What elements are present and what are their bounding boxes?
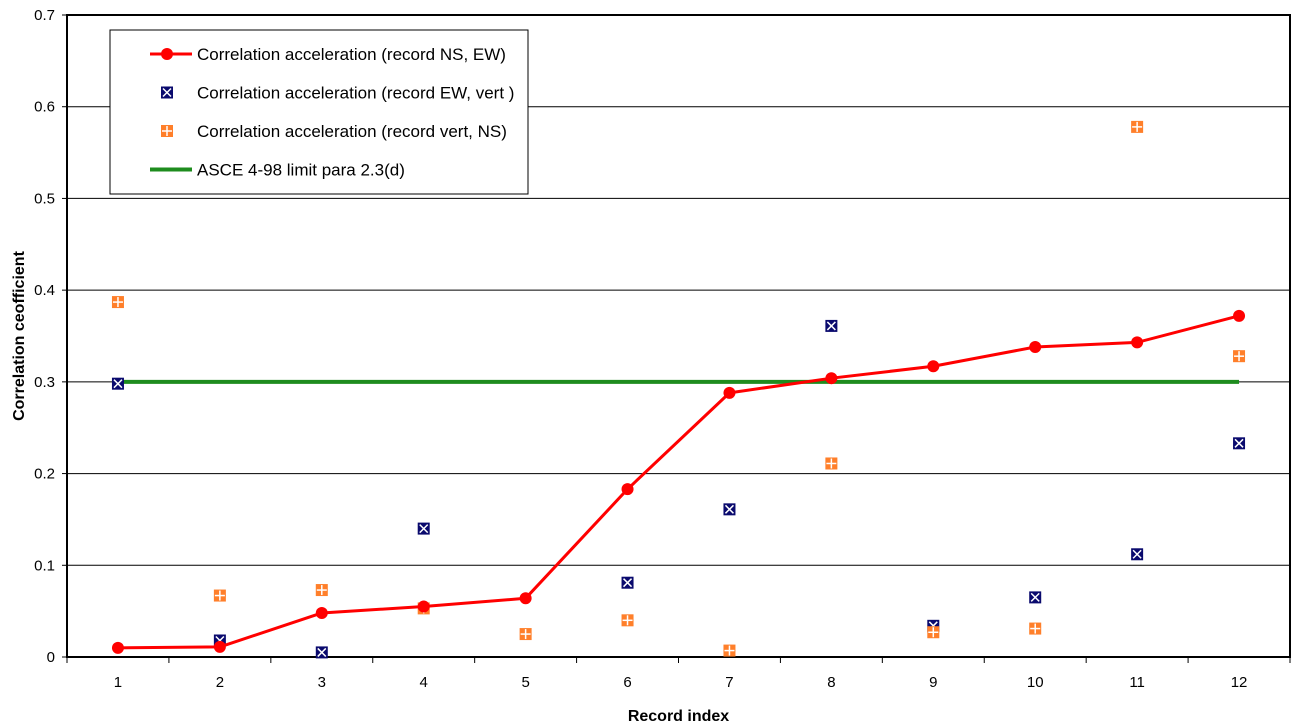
- data-point: [315, 606, 328, 619]
- x-tick-label: 1: [114, 674, 122, 691]
- legend-item: Correlation acceleration (record vert, N…: [161, 122, 507, 141]
- data-point: [213, 589, 226, 602]
- legend-marker: [161, 48, 173, 60]
- legend-marker: [161, 86, 173, 99]
- data-point: [417, 522, 430, 535]
- data-point: [1029, 622, 1042, 635]
- y-tick-label: 0.6: [34, 99, 55, 116]
- legend-item: Correlation acceleration (record EW, ver…: [161, 84, 514, 103]
- series-line: [117, 314, 1240, 650]
- x-axis-title: Record index: [628, 708, 729, 725]
- series-1: [111, 309, 1246, 654]
- data-point: [927, 626, 940, 639]
- x-tick-label: 3: [318, 674, 326, 691]
- legend-item: ASCE 4-98 limit para 2.3(d): [150, 161, 405, 180]
- data-point: [315, 584, 328, 597]
- data-point: [519, 592, 532, 605]
- series-3: [111, 120, 1246, 657]
- data-point: [417, 600, 430, 613]
- data-point: [1233, 437, 1246, 450]
- x-tick-label: 9: [929, 674, 937, 691]
- data-point: [825, 372, 838, 385]
- x-tick-label: 8: [827, 674, 835, 691]
- legend: Correlation acceleration (record NS, EW)…: [109, 29, 529, 195]
- data-point: [111, 641, 124, 654]
- x-tick-label: 4: [420, 674, 428, 691]
- data-point: [1131, 548, 1144, 561]
- y-tick-label: 0.7: [34, 7, 55, 24]
- x-tick-label: 10: [1027, 674, 1044, 691]
- series-2: [111, 319, 1246, 659]
- data-point: [1131, 120, 1144, 133]
- data-point: [825, 457, 838, 470]
- data-point: [723, 386, 736, 399]
- legend-label: Correlation acceleration (record vert, N…: [197, 122, 507, 141]
- y-tick-label: 0.3: [34, 374, 55, 391]
- x-tick-label: 6: [623, 674, 631, 691]
- data-point: [825, 319, 838, 332]
- x-tick-label: 2: [216, 674, 224, 691]
- y-axis-title: Correlation ceofficient: [11, 250, 28, 420]
- x-tick-label: 12: [1231, 674, 1248, 691]
- data-point: [621, 614, 634, 627]
- data-point: [1233, 350, 1246, 363]
- x-tick-label: 5: [521, 674, 529, 691]
- data-point: [723, 503, 736, 516]
- legend-label: ASCE 4-98 limit para 2.3(d): [197, 161, 405, 180]
- series-group: [111, 120, 1246, 659]
- legend-marker: [161, 125, 173, 137]
- data-point: [315, 646, 328, 659]
- y-tick-label: 0: [47, 649, 55, 666]
- data-point: [519, 628, 532, 641]
- data-point: [927, 360, 940, 373]
- data-point: [1029, 341, 1042, 354]
- x-axis: 1 2 3 4 5 6 7 8 9 10 11 12: [66, 657, 1291, 691]
- x-tick-label: 7: [725, 674, 733, 691]
- legend-label: Correlation acceleration (record NS, EW): [197, 45, 506, 64]
- data-point: [723, 644, 736, 657]
- data-point: [1233, 309, 1246, 322]
- data-point: [111, 296, 124, 309]
- legend-box: [109, 29, 529, 195]
- data-point: [213, 640, 226, 653]
- data-point: [621, 576, 634, 589]
- y-tick-label: 0.1: [34, 557, 55, 574]
- legend-label: Correlation acceleration (record EW, ver…: [197, 84, 514, 103]
- y-tick-label: 0.5: [34, 190, 55, 207]
- x-tick-label: 11: [1129, 674, 1145, 691]
- y-axis: 0 0.1 0.2 0.3 0.4 0.5 0.6 0.7: [34, 7, 67, 666]
- y-tick-label: 0.2: [34, 466, 55, 483]
- data-point: [1131, 336, 1144, 349]
- data-point: [1029, 591, 1042, 604]
- data-point: [621, 483, 634, 496]
- y-tick-label: 0.4: [34, 282, 55, 299]
- data-point: [111, 377, 124, 390]
- legend-item: Correlation acceleration (record NS, EW): [150, 45, 506, 64]
